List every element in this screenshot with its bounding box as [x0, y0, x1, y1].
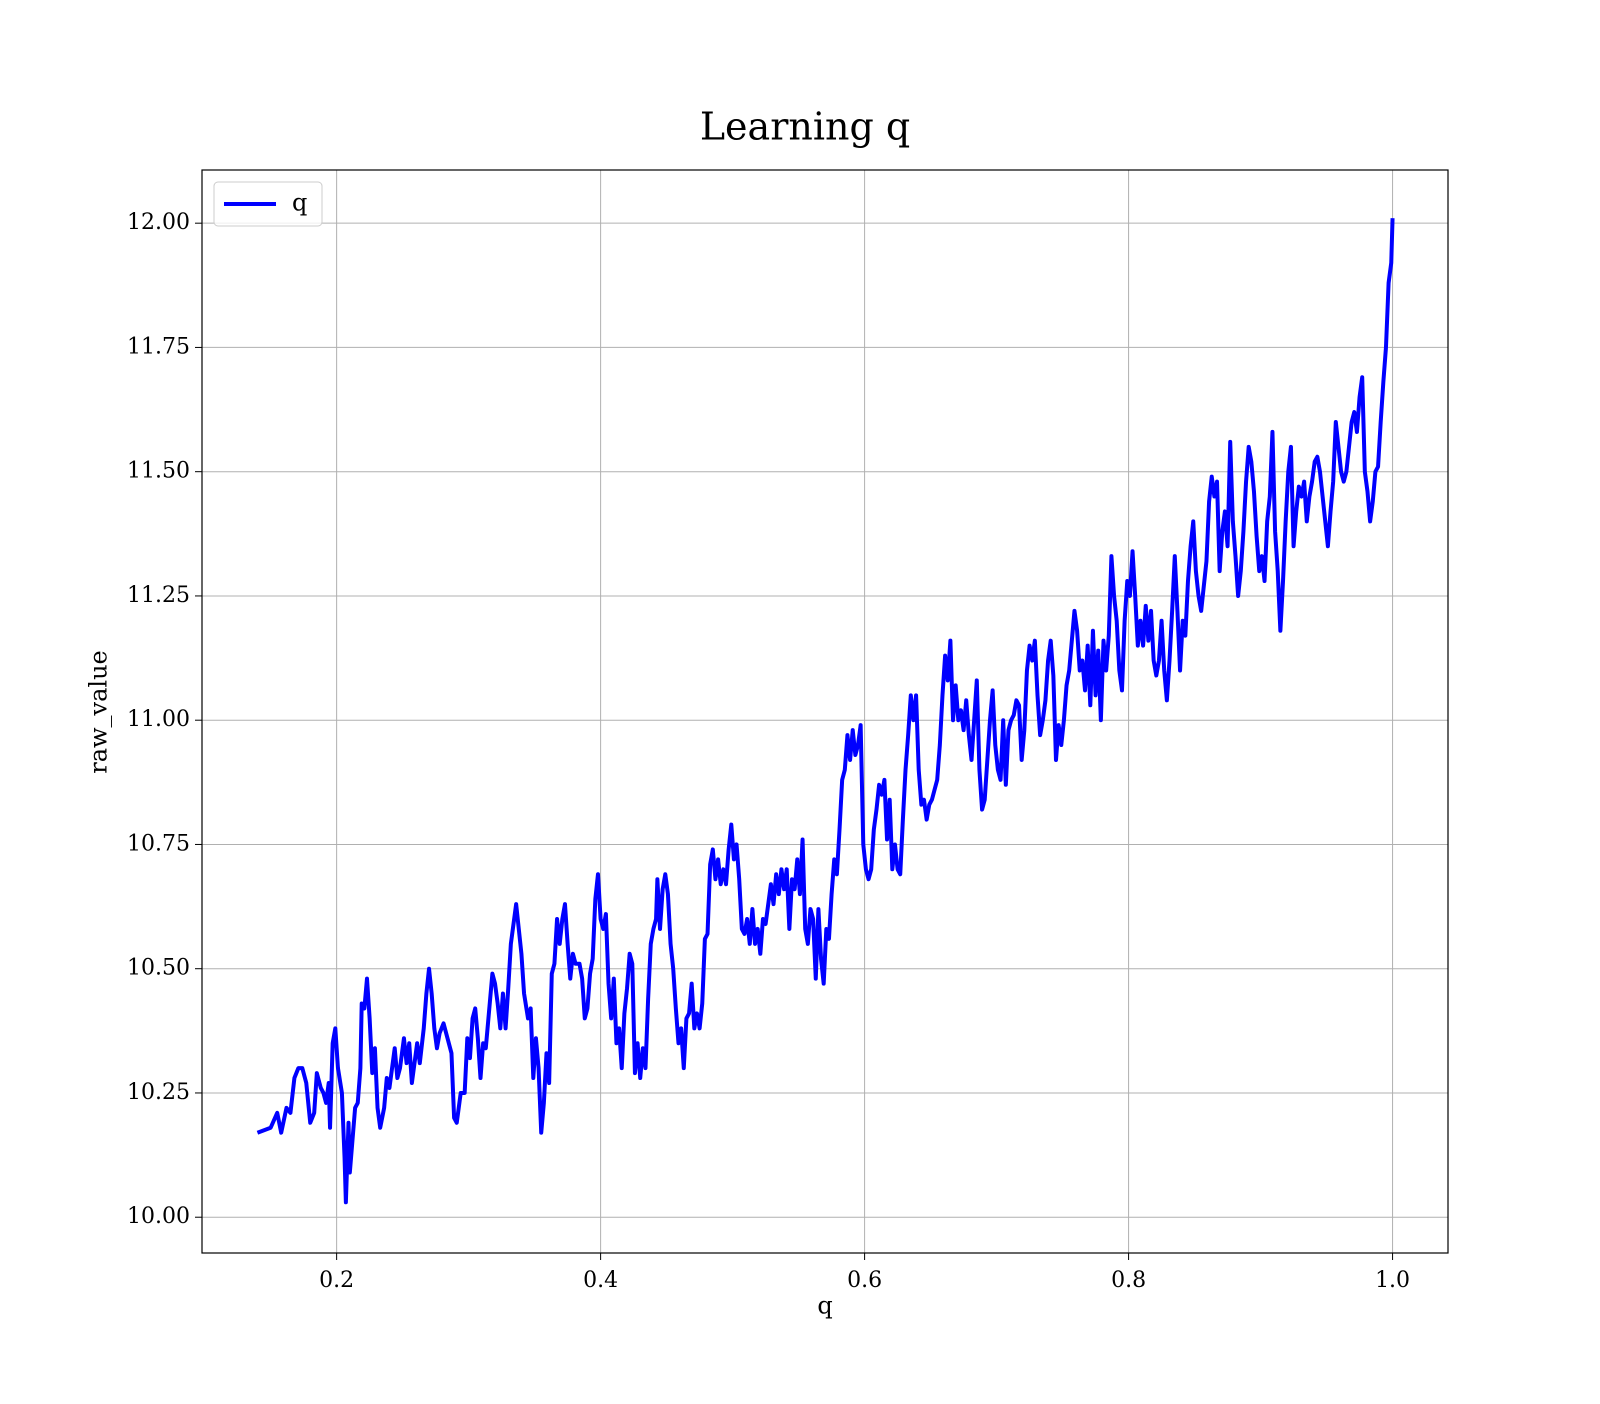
x-tick-label: 0.8 [1111, 1268, 1146, 1293]
y-tick-label: 11.00 [127, 707, 190, 732]
x-tick-label: 0.2 [319, 1268, 354, 1293]
y-tick-label: 10.25 [127, 1080, 190, 1105]
y-tick-label: 10.75 [127, 831, 190, 856]
legend-label: q [292, 189, 307, 217]
x-axis-label: q [817, 1292, 832, 1320]
y-tick-label: 11.75 [127, 334, 190, 359]
x-tick-label: 0.4 [583, 1268, 618, 1293]
x-tick-label: 1.0 [1375, 1268, 1410, 1293]
y-tick-label: 12.00 [127, 210, 190, 235]
y-axis-label: raw_value [85, 650, 113, 774]
plot-frame [201, 169, 1449, 1254]
y-tick-label: 10.50 [127, 956, 190, 981]
y-tick-label: 11.50 [127, 459, 190, 484]
x-tick-label: 0.6 [847, 1268, 882, 1293]
y-tick-label: 10.00 [127, 1204, 190, 1229]
chart-title: Learning q [700, 105, 910, 149]
y-tick-label: 11.25 [127, 583, 190, 608]
data-line [256, 218, 1395, 1205]
